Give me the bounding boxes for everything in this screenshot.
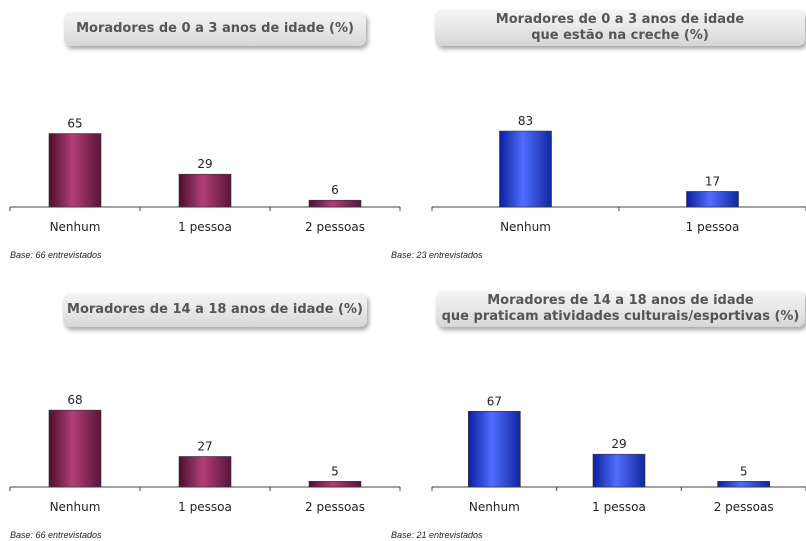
chart-1-plot: 65 Nenhum 29 1 pessoa 6 2 pessoas (9, 117, 401, 234)
chart-1-category-label-3: 2 pessoas (305, 220, 365, 234)
chart-1-title: Moradores de 0 a 3 anos de idade (%) (64, 12, 366, 46)
chart-4-data-label-2: 29 (611, 437, 626, 451)
chart-2-plot: 83 Nenhum 17 1 pessoa (431, 114, 806, 234)
chart-1-bar-1 (48, 133, 102, 208)
chart-3-bar-2 (178, 456, 232, 488)
chart-3-category-label-2: 1 pessoa (178, 500, 232, 514)
chart-3-base-note: Base: 66 entrevistados (10, 530, 102, 540)
chart-3-category-label-1: Nenhum (50, 500, 101, 514)
chart-3-bar-3 (308, 481, 362, 488)
chart-2-base-note: Base: 23 entrevistados (391, 250, 483, 260)
chart-1-data-label-2: 29 (197, 157, 212, 171)
chart-2-data-label-1: 83 (518, 114, 533, 128)
chart-1-bar-3 (308, 199, 362, 208)
chart-4-category-label-1: Nenhum (469, 500, 520, 514)
chart-4-bar-1 (468, 410, 521, 488)
chart-3-category-label-3: 2 pessoas (305, 500, 365, 514)
chart-4-plot: 67 Nenhum 29 1 pessoa 5 2 pessoas (431, 394, 806, 514)
chart-3-title: Moradores de 14 a 18 anos de idade (%) (63, 293, 367, 327)
chart-3-plot: 68 Nenhum 27 1 pessoa 5 2 pessoas (9, 393, 401, 514)
chart-4-bar-2 (592, 453, 646, 488)
chart-1-category-label-2: 1 pessoa (178, 220, 232, 234)
chart-3-data-label-3: 5 (331, 464, 339, 478)
chart-1-base-note: Base: 66 entrevistados (10, 250, 102, 260)
chart-4-bar-3 (717, 481, 770, 488)
chart-4-title: Moradores de 14 a 18 anos de idade que p… (436, 291, 805, 327)
chart-1-category-label-1: Nenhum (50, 220, 101, 234)
chart-4-base-note: Base: 21 entrevistados (391, 530, 483, 540)
chart-1-data-label-3: 6 (331, 183, 339, 197)
chart-2-data-label-2: 17 (705, 174, 720, 188)
chart-3-bar-1 (48, 409, 102, 488)
chart-4-category-label-3: 2 pessoas (714, 500, 774, 514)
chart-3-data-label-1: 68 (67, 393, 82, 407)
chart-4-data-label-3: 5 (740, 464, 748, 478)
chart-4-category-label-2: 1 pessoa (592, 500, 646, 514)
chart-4-data-label-1: 67 (487, 394, 502, 408)
chart-2-title: Moradores de 0 a 3 anos de idade que est… (435, 10, 805, 46)
chart-2-bar-2 (686, 191, 739, 208)
chart-1-bar-2 (178, 173, 232, 208)
chart-2-bar-1 (499, 130, 552, 208)
chart-1-data-label-1: 65 (67, 117, 82, 131)
chart-2-category-label-2: 1 pessoa (686, 220, 740, 234)
chart-3-data-label-2: 27 (197, 439, 212, 453)
chart-2-category-label-1: Nenhum (500, 220, 551, 234)
